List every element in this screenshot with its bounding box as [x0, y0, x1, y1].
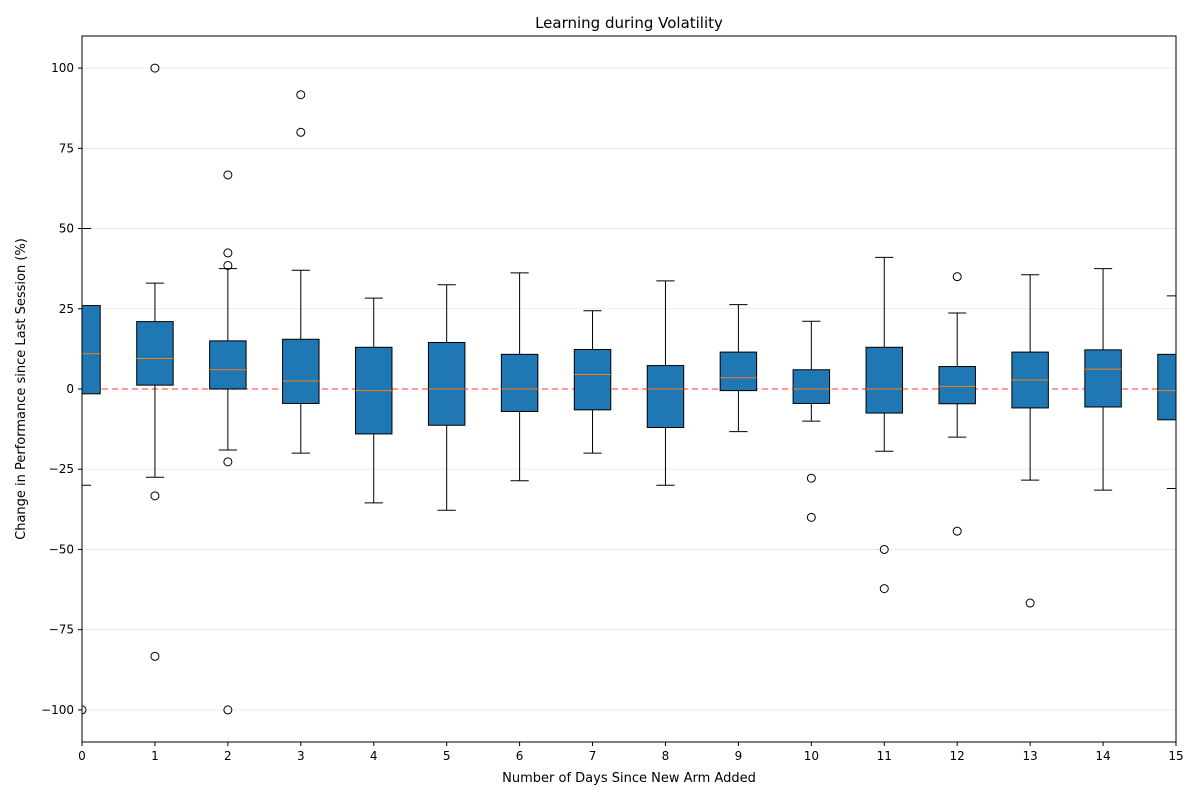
y-tick-label: 25 [59, 302, 74, 316]
outlier-point [296, 127, 306, 137]
iqr-box [573, 349, 612, 411]
outlier-point [806, 473, 816, 483]
iqr-box [82, 305, 101, 395]
box-day-12 [938, 272, 976, 536]
iqr-box [136, 321, 174, 386]
iqr-box [1084, 349, 1122, 408]
outlier-point [223, 705, 233, 715]
outlier-point [1025, 598, 1035, 608]
box-day-15 [1157, 295, 1176, 489]
y-axis-label: Change in Performance since Last Session… [14, 238, 29, 540]
chart-title: Learning during Volatility [535, 14, 723, 32]
x-axis-label: Number of Days Since New Arm Added [502, 771, 756, 786]
x-tick-label: 11 [877, 749, 892, 763]
iqr-box [209, 340, 247, 390]
y-tick-label: 100 [51, 61, 74, 75]
x-tick-label: 15 [1168, 749, 1183, 763]
y-tick-label: −50 [49, 542, 74, 556]
box-day-3 [282, 90, 320, 454]
x-tick-label: 4 [370, 749, 378, 763]
iqr-box [719, 351, 758, 392]
outlier-point [879, 584, 889, 594]
x-axis-ticks: 0 1 2 3 4 5 6 7 8 9 10 11 12 13 14 15 [78, 742, 1184, 763]
y-axis-ticks: 100 75 50 25 0 −25 −50 −75 −100 [41, 61, 82, 717]
y-tick-label: 75 [59, 141, 74, 155]
iqr-box [792, 369, 831, 404]
iqr-box [282, 338, 320, 404]
x-tick-label: 13 [1022, 749, 1037, 763]
outlier-point [952, 272, 962, 282]
outlier-point [150, 651, 160, 661]
y-tick-label: 0 [66, 382, 74, 396]
outlier-point [952, 526, 962, 536]
boxes-group [82, 63, 1176, 715]
iqr-box [427, 341, 466, 426]
y-tick-label: −100 [41, 703, 74, 717]
outlier-point [806, 512, 816, 522]
box-day-7 [573, 310, 612, 454]
box-day-9 [719, 304, 758, 433]
x-tick-label: 9 [735, 749, 743, 763]
box-day-10 [792, 320, 831, 522]
box-day-13 [1011, 274, 1049, 608]
box-day-2 [209, 170, 247, 715]
box-day-0 [82, 228, 101, 715]
box-day-6 [500, 272, 539, 482]
outlier-point [879, 544, 889, 554]
iqr-box [1157, 353, 1176, 421]
outlier-point [296, 90, 306, 100]
iqr-box [646, 365, 685, 429]
y-tick-label: −25 [49, 462, 74, 476]
box-day-14 [1084, 268, 1122, 491]
grid-lines [82, 67, 1176, 711]
box-day-5 [427, 284, 466, 511]
box-day-11 [865, 256, 903, 594]
iqr-box [500, 353, 539, 412]
outlier-point [150, 491, 160, 501]
outlier-point [82, 705, 87, 715]
y-tick-label: 50 [59, 222, 74, 236]
y-tick-label: −75 [49, 623, 74, 637]
box-day-1 [136, 63, 174, 661]
box-day-8 [646, 280, 685, 486]
x-tick-label: 3 [297, 749, 305, 763]
x-tick-label: 14 [1095, 749, 1110, 763]
outlier-point [223, 457, 233, 467]
iqr-box [865, 346, 903, 414]
x-tick-label: 7 [589, 749, 597, 763]
x-tick-label: 12 [950, 749, 965, 763]
x-tick-label: 5 [443, 749, 451, 763]
outlier-point [223, 260, 233, 270]
box-day-4 [355, 297, 393, 504]
x-tick-label: 1 [151, 749, 159, 763]
outlier-point [223, 170, 233, 180]
x-tick-label: 10 [804, 749, 819, 763]
iqr-box [938, 366, 976, 405]
x-tick-label: 0 [78, 749, 86, 763]
x-tick-label: 8 [662, 749, 670, 763]
outlier-point [223, 248, 233, 258]
x-tick-label: 6 [516, 749, 524, 763]
outlier-point [150, 63, 160, 73]
x-tick-label: 2 [224, 749, 232, 763]
